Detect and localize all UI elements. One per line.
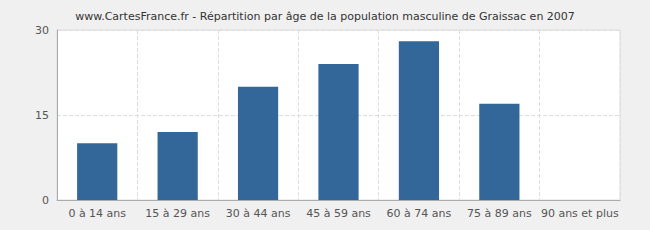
svg-text:www.CartesFrance.fr - Répartit: www.CartesFrance.fr - Répartition par âg…	[75, 10, 575, 23]
svg-text:0: 0	[42, 194, 49, 207]
svg-text:0 à 14 ans: 0 à 14 ans	[68, 207, 126, 220]
svg-text:45 à 59 ans: 45 à 59 ans	[306, 207, 371, 220]
svg-text:15 à 29 ans: 15 à 29 ans	[145, 207, 210, 220]
svg-text:15: 15	[35, 109, 49, 122]
svg-text:30 à 44 ans: 30 à 44 ans	[226, 207, 291, 220]
svg-text:90 ans et plus: 90 ans et plus	[541, 207, 619, 220]
svg-text:75 à 89 ans: 75 à 89 ans	[467, 207, 532, 220]
svg-text:60 à 74 ans: 60 à 74 ans	[387, 207, 452, 220]
svg-text:30: 30	[35, 24, 49, 37]
